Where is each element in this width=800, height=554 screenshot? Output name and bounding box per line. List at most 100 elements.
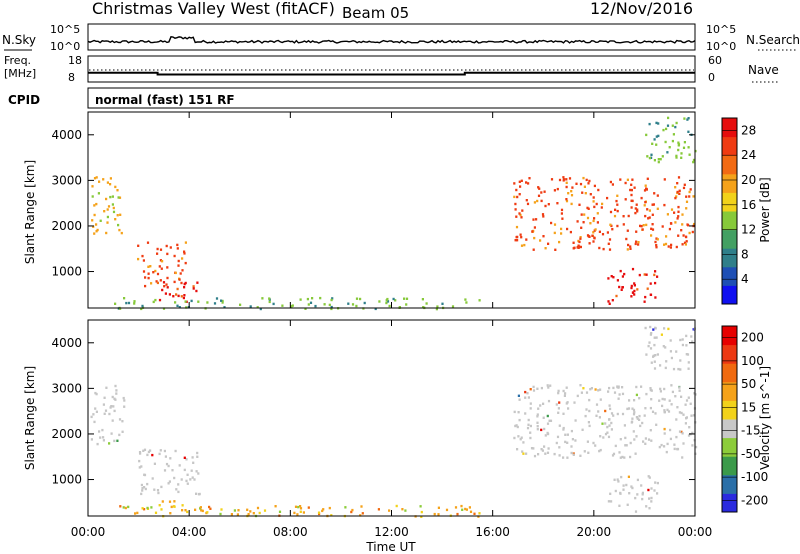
scatter-cell (681, 432, 684, 435)
nave-tick-bottom: 0 (708, 71, 715, 84)
scatter-cell (610, 275, 613, 278)
colorbar-swatch (722, 344, 737, 364)
scatter-cell (576, 220, 579, 223)
scatter-cell (220, 299, 223, 302)
scatter-cell (668, 227, 671, 231)
scatter-cell (592, 240, 595, 243)
scatter-cell (92, 225, 95, 228)
scatter-cell (297, 505, 300, 509)
scatter-cell (116, 189, 119, 192)
scatter-cell (683, 117, 686, 120)
scatter-cell (344, 506, 347, 509)
scatter-cell (648, 341, 651, 344)
scatter-cell (558, 454, 561, 457)
scatter-cell (388, 509, 391, 512)
scatter-cell (640, 385, 643, 388)
scatter-cell (662, 345, 665, 348)
scatter-cell (619, 492, 622, 495)
scatter-cell (196, 451, 199, 455)
scatter-cell (215, 297, 219, 300)
scatter-cell (542, 402, 545, 405)
scatter-cell (296, 513, 299, 516)
scatter-cell (392, 297, 395, 301)
scatter-cell (674, 125, 677, 129)
scatter-cell (571, 186, 574, 189)
scatter-cell (117, 196, 120, 199)
scatter-cell (177, 259, 180, 263)
scatter-cell (689, 402, 692, 405)
scatter-cell (650, 227, 653, 230)
scatter-cell (529, 407, 532, 410)
station-title: Christmas Valley West (fitACF) (92, 0, 335, 18)
scatter-cell (532, 385, 535, 389)
scatter-cell (639, 224, 642, 228)
scatter-cell (610, 412, 614, 415)
velocity-y-label: Slant Range [km] (23, 366, 37, 470)
scatter-cell (314, 304, 317, 308)
scatter-cell (565, 199, 569, 203)
scatter-cell (206, 511, 209, 514)
scatter-cell (385, 299, 388, 302)
scatter-cell (685, 195, 688, 198)
scatter-cell (641, 497, 644, 501)
scatter-cell (597, 389, 600, 392)
colorbar-tick-label: -200 (741, 493, 768, 507)
scatter-cell (633, 399, 636, 402)
scatter-cell (104, 409, 108, 412)
scatter-cell (641, 421, 644, 425)
scatter-cell (137, 244, 140, 247)
scatter-cell (635, 435, 638, 438)
scatter-cell (659, 387, 662, 391)
scatter-cell (518, 180, 521, 183)
scatter-cell (674, 395, 677, 398)
scatter-cell (525, 199, 528, 202)
scatter-cell (665, 127, 668, 131)
scatter-cell (652, 328, 655, 331)
scatter-cell (621, 412, 625, 416)
scatter-cell (536, 415, 539, 418)
scatter-cell (142, 449, 145, 452)
scatter-cell (125, 301, 128, 305)
scatter-cell (173, 280, 176, 284)
scatter-cell (566, 401, 569, 404)
scatter-cell (667, 410, 671, 413)
scatter-cell (592, 441, 595, 445)
scatter-cell (572, 452, 575, 455)
scatter-cell (650, 153, 653, 156)
scatter-cell (197, 472, 200, 475)
scatter-cell (158, 265, 161, 268)
scatter-cell (239, 303, 242, 306)
scatter-cell (546, 384, 549, 387)
scatter-cell (167, 482, 170, 485)
scatter-cell (323, 303, 326, 306)
scatter-cell (307, 506, 310, 509)
colorbar-swatch (722, 493, 737, 513)
scatter-cell (649, 347, 653, 350)
scatter-cell (274, 505, 277, 508)
freq-trace (88, 71, 695, 76)
scatter-cell (174, 271, 177, 275)
scatter-cell (516, 235, 519, 239)
scatter-cell (578, 203, 581, 206)
scatter-cell (638, 418, 641, 421)
scatter-cell (625, 444, 628, 447)
scatter-cell (636, 210, 639, 213)
sky-search-panel: N.Sky 10^5 10^0 N.Search 10^5 10^0 (2, 23, 800, 53)
scatter-cell (599, 435, 602, 438)
scatter-cell (573, 401, 576, 404)
scatter-cell (103, 412, 106, 415)
scatter-cell (609, 492, 612, 495)
scatter-cell (637, 241, 640, 244)
scatter-cell (691, 340, 694, 343)
scatter-cell (513, 436, 516, 440)
scatter-cell (118, 433, 121, 437)
scatter-cell (167, 464, 170, 468)
scatter-cell (623, 456, 626, 459)
scatter-cell (618, 393, 621, 396)
scatter-cell (173, 476, 176, 480)
scatter-cell (676, 190, 679, 194)
scatter-cell (609, 210, 613, 214)
scatter-cell (420, 515, 423, 518)
scatter-cell (649, 333, 652, 336)
scatter-cell (633, 293, 636, 296)
